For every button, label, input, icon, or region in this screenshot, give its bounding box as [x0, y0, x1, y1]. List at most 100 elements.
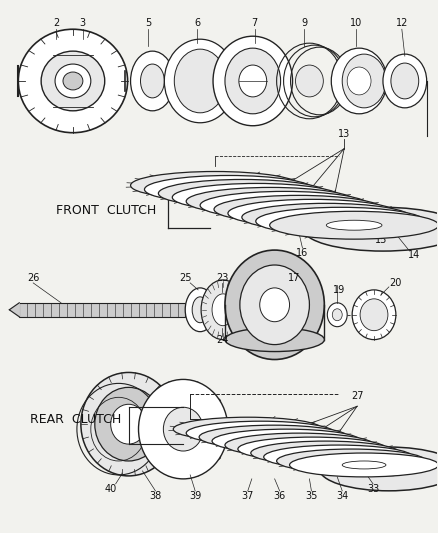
- Text: 40: 40: [105, 484, 117, 494]
- Ellipse shape: [277, 449, 426, 473]
- Ellipse shape: [138, 379, 228, 479]
- Ellipse shape: [111, 404, 146, 444]
- Ellipse shape: [342, 461, 386, 469]
- Text: 13: 13: [338, 128, 350, 139]
- Ellipse shape: [173, 417, 322, 441]
- Ellipse shape: [186, 421, 335, 445]
- Ellipse shape: [319, 447, 438, 491]
- Ellipse shape: [95, 387, 162, 461]
- Polygon shape: [9, 303, 19, 317]
- Ellipse shape: [159, 180, 327, 207]
- Ellipse shape: [391, 63, 419, 99]
- Ellipse shape: [146, 399, 156, 408]
- Ellipse shape: [131, 172, 300, 199]
- Ellipse shape: [213, 36, 293, 126]
- Text: 38: 38: [149, 491, 162, 501]
- Ellipse shape: [331, 48, 387, 114]
- Ellipse shape: [332, 309, 342, 321]
- Ellipse shape: [55, 64, 91, 98]
- Ellipse shape: [355, 221, 411, 237]
- Ellipse shape: [251, 441, 400, 465]
- Ellipse shape: [256, 207, 425, 235]
- Text: 36: 36: [273, 491, 286, 501]
- Ellipse shape: [296, 65, 323, 97]
- Ellipse shape: [210, 399, 221, 408]
- Ellipse shape: [252, 433, 296, 441]
- Ellipse shape: [285, 208, 340, 218]
- Ellipse shape: [214, 196, 383, 223]
- Ellipse shape: [264, 445, 413, 469]
- Ellipse shape: [316, 453, 360, 461]
- Text: 25: 25: [179, 273, 191, 283]
- Ellipse shape: [174, 49, 226, 113]
- Ellipse shape: [304, 207, 438, 251]
- Ellipse shape: [131, 51, 174, 111]
- Ellipse shape: [63, 72, 83, 90]
- Ellipse shape: [201, 184, 257, 195]
- Text: 39: 39: [189, 491, 201, 501]
- Ellipse shape: [278, 441, 321, 449]
- Ellipse shape: [210, 450, 221, 459]
- Ellipse shape: [257, 200, 312, 211]
- Ellipse shape: [238, 437, 387, 461]
- Ellipse shape: [186, 188, 355, 215]
- Text: 26: 26: [27, 273, 39, 283]
- Ellipse shape: [191, 382, 200, 393]
- Ellipse shape: [243, 196, 298, 206]
- Ellipse shape: [360, 299, 388, 330]
- Bar: [19, 303, 185, 317]
- Text: 3: 3: [80, 18, 86, 28]
- Ellipse shape: [41, 51, 105, 111]
- Text: 6: 6: [194, 18, 200, 28]
- Text: 7: 7: [252, 18, 258, 28]
- Ellipse shape: [146, 450, 156, 459]
- Ellipse shape: [327, 303, 347, 327]
- Ellipse shape: [290, 445, 334, 453]
- Ellipse shape: [163, 407, 203, 451]
- Text: 27: 27: [351, 391, 364, 401]
- Ellipse shape: [145, 175, 314, 203]
- Text: 2: 2: [53, 18, 59, 28]
- Ellipse shape: [167, 465, 175, 477]
- Text: 10: 10: [350, 18, 362, 28]
- Ellipse shape: [265, 437, 308, 445]
- Text: 20: 20: [390, 278, 402, 288]
- Text: 35: 35: [305, 491, 318, 501]
- Text: 12: 12: [396, 18, 408, 28]
- Ellipse shape: [228, 199, 397, 227]
- Ellipse shape: [164, 39, 236, 123]
- Ellipse shape: [270, 211, 438, 239]
- Ellipse shape: [239, 65, 267, 97]
- Ellipse shape: [81, 373, 176, 476]
- Ellipse shape: [326, 220, 382, 230]
- Text: 34: 34: [336, 491, 348, 501]
- Ellipse shape: [240, 265, 309, 345]
- Ellipse shape: [383, 54, 427, 108]
- Ellipse shape: [212, 294, 234, 326]
- Ellipse shape: [229, 192, 285, 203]
- Ellipse shape: [200, 191, 369, 219]
- Text: 37: 37: [242, 491, 254, 501]
- Text: 15: 15: [375, 235, 387, 245]
- Text: REAR  CLUTCH: REAR CLUTCH: [30, 413, 121, 426]
- Text: 17: 17: [288, 273, 301, 283]
- Ellipse shape: [185, 288, 215, 332]
- Ellipse shape: [138, 425, 149, 433]
- Ellipse shape: [312, 216, 368, 226]
- Ellipse shape: [187, 181, 243, 190]
- Text: 19: 19: [333, 285, 345, 295]
- Ellipse shape: [226, 425, 270, 433]
- Ellipse shape: [201, 280, 245, 340]
- Ellipse shape: [367, 462, 411, 476]
- Ellipse shape: [191, 465, 200, 477]
- Text: 16: 16: [297, 248, 309, 258]
- Ellipse shape: [225, 250, 324, 360]
- Ellipse shape: [242, 203, 411, 231]
- Ellipse shape: [290, 453, 438, 477]
- Ellipse shape: [239, 429, 283, 437]
- Ellipse shape: [217, 425, 229, 433]
- Ellipse shape: [212, 429, 361, 453]
- Ellipse shape: [225, 48, 281, 114]
- Ellipse shape: [342, 54, 386, 108]
- Ellipse shape: [329, 457, 373, 465]
